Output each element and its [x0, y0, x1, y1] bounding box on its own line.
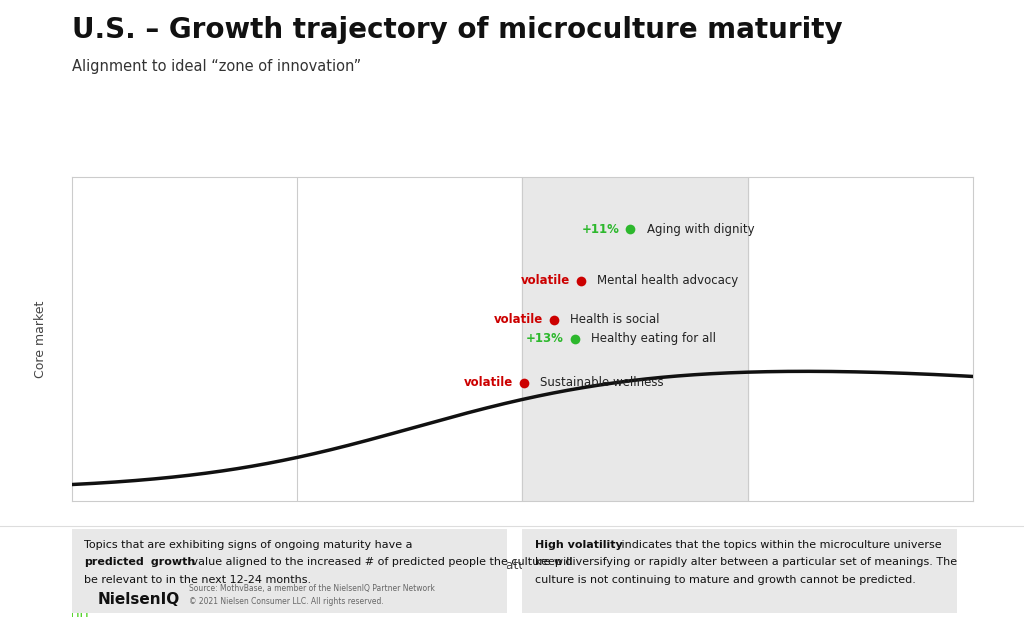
Text: NielsenIQ: NielsenIQ [97, 592, 179, 607]
Text: predicted: predicted [84, 557, 143, 567]
Text: New ideas: New ideas [148, 530, 220, 543]
Text: indicates that the topics within the microculture universe: indicates that the topics within the mic… [618, 540, 942, 550]
Text: Mental health advocacy: Mental health advocacy [597, 274, 738, 287]
Text: volatile: volatile [521, 274, 570, 287]
Text: +11%: +11% [582, 223, 620, 236]
Text: Sustainable wellness: Sustainable wellness [541, 376, 664, 389]
Text: Topics that are exhibiting signs of ongoing maturity have a: Topics that are exhibiting signs of ongo… [84, 540, 416, 550]
Polygon shape [72, 583, 79, 617]
Polygon shape [81, 583, 87, 617]
Text: culture is not continuing to mature and growth cannot be predicted.: culture is not continuing to mature and … [535, 575, 915, 585]
Text: volatile: volatile [464, 376, 513, 389]
Bar [522, 177, 748, 501]
Text: keep diversifying or rapidly alter between a particular set of meanings. The: keep diversifying or rapidly alter betwe… [535, 557, 956, 567]
Text: Health is social: Health is social [570, 313, 659, 326]
Text: Source: MothvBase, a member of the NielsenIQ Partner Network: Source: MothvBase, a member of the Niels… [189, 585, 435, 593]
Text: growth: growth [147, 557, 196, 567]
Text: Established ideas: Established ideas [799, 530, 922, 543]
Text: Mainstream acceptance: Mainstream acceptance [551, 530, 719, 543]
Text: Aging with dignity: Aging with dignity [646, 223, 755, 236]
Text: value aligned to the increased # of predicted people the culture will: value aligned to the increased # of pred… [188, 557, 572, 567]
Text: Alignment to ideal “zone of innovation”: Alignment to ideal “zone of innovation” [72, 59, 360, 74]
Text: Healthy eating for all: Healthy eating for all [591, 333, 716, 345]
Text: High volatility: High volatility [535, 540, 623, 550]
Text: © 2021 Nielsen Consumer LLC. All rights reserved.: © 2021 Nielsen Consumer LLC. All rights … [189, 597, 384, 606]
Text: +13%: +13% [525, 333, 563, 345]
Text: be relevant to in the next 12-24 months.: be relevant to in the next 12-24 months. [84, 575, 311, 585]
Text: Early consensus: Early consensus [353, 530, 466, 543]
Text: Core market: Core market [34, 300, 47, 378]
Text: volatile: volatile [494, 313, 543, 326]
Text: Maturity: Maturity [497, 559, 548, 572]
Text: U.S. – Growth trajectory of microculture maturity: U.S. – Growth trajectory of microculture… [72, 16, 843, 44]
